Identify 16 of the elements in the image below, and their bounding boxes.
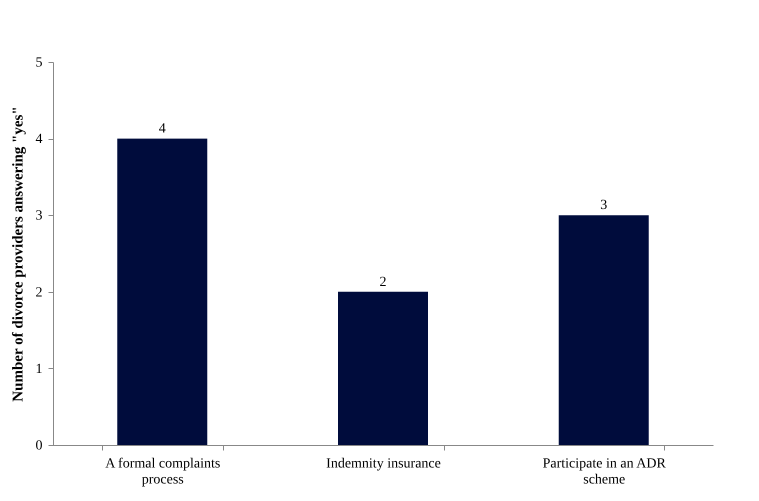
y-tick-label: 5	[36, 56, 42, 70]
bar	[558, 215, 649, 445]
x-tick-label: A formal complaints process	[105, 456, 220, 488]
bar	[338, 292, 428, 445]
data-label: 2	[380, 274, 386, 290]
data-label: 3	[600, 198, 608, 214]
x-tick-label: Indemnity insurance	[326, 456, 441, 472]
data-label: 4	[158, 122, 166, 137]
bar	[117, 138, 208, 445]
y-tick-label: 4	[36, 132, 42, 148]
y-axis-title: Number of divorce providers answering "yes"	[10, 106, 26, 402]
x-tick-label: Participate in an ADR scheme	[542, 456, 667, 488]
y-tick-label: 3	[36, 208, 42, 224]
y-tick-label: 0	[36, 438, 42, 454]
y-tick-label: 1	[36, 362, 42, 377]
y-tick-label: 2	[36, 285, 42, 300]
